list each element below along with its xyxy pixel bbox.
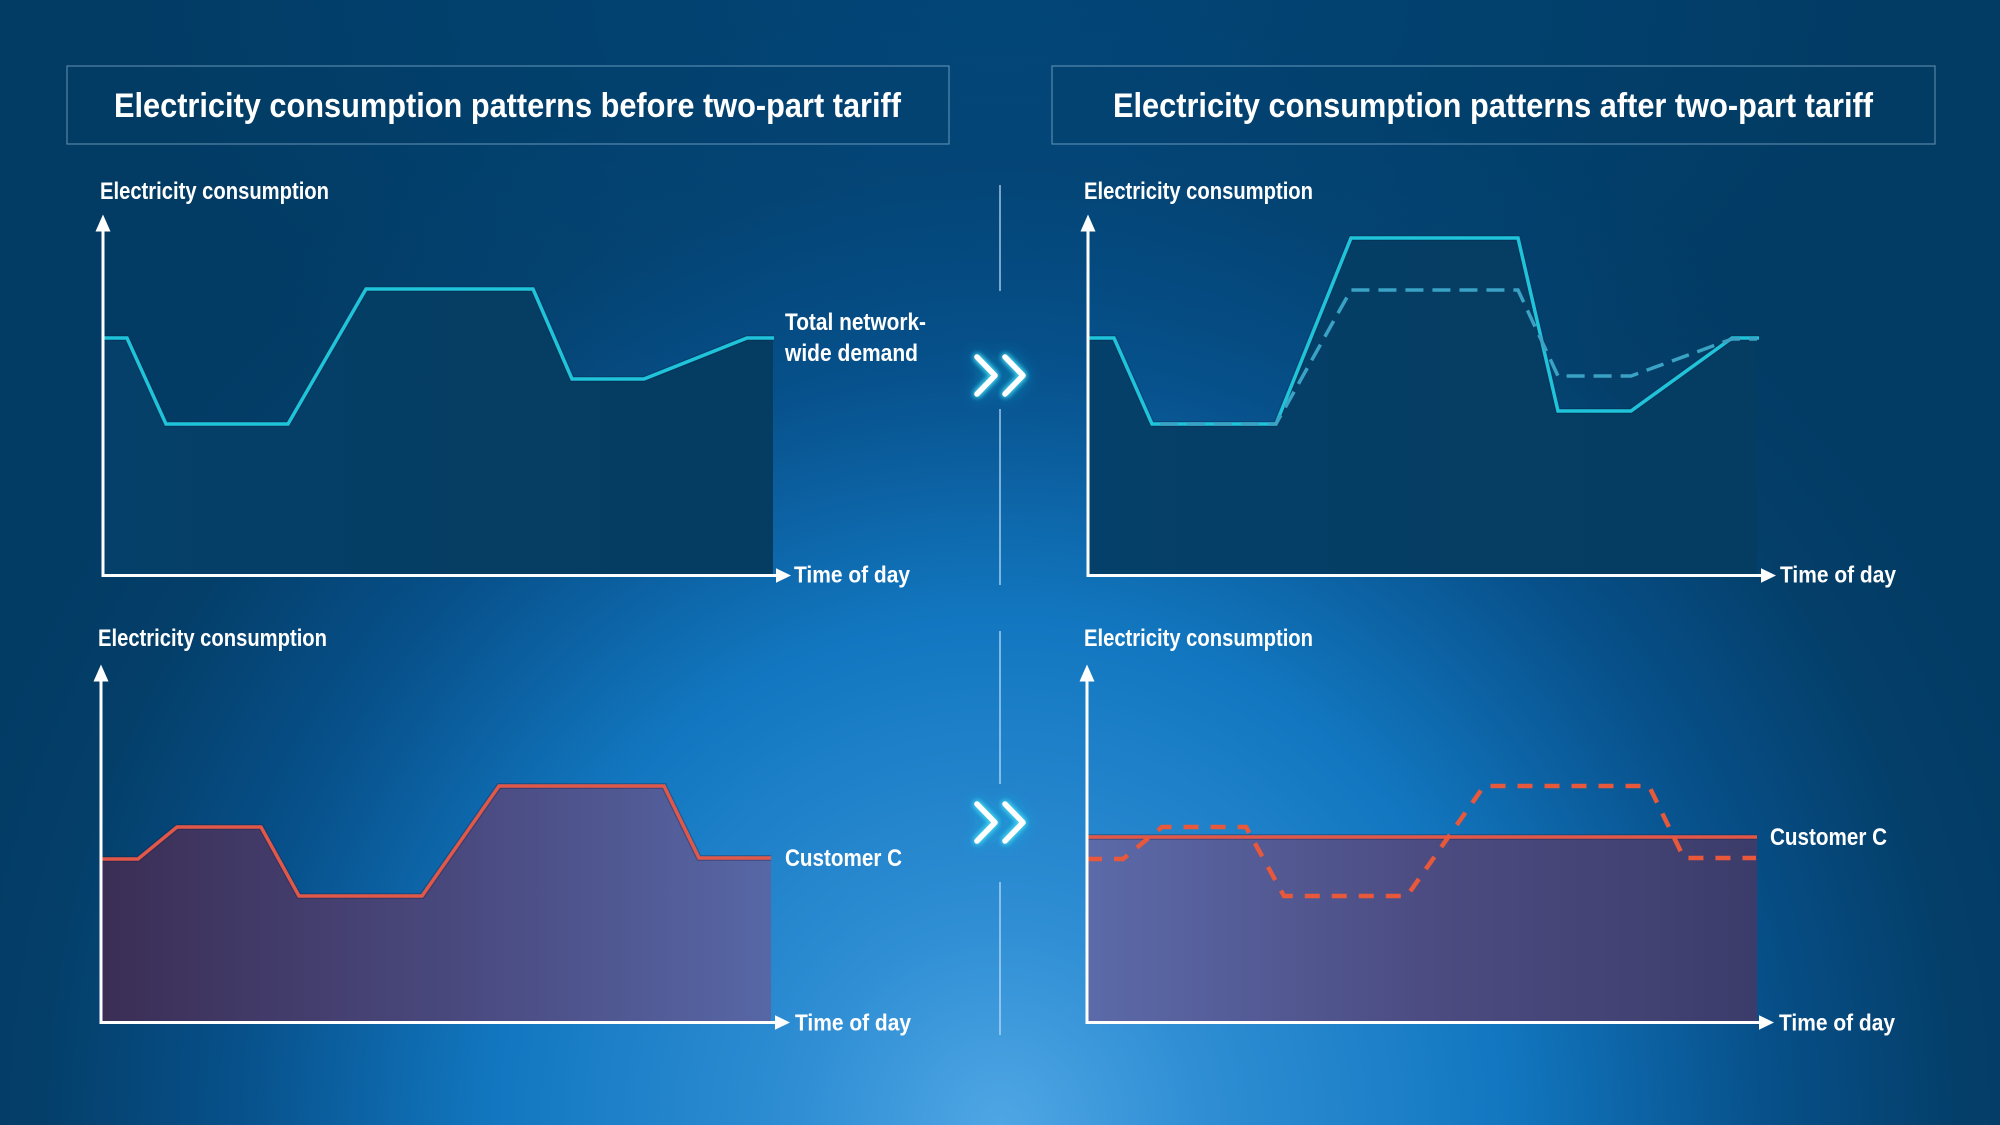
svg-text:Total network-: Total network- — [785, 309, 926, 336]
svg-text:Time of day: Time of day — [794, 562, 910, 588]
svg-text:Electricity consumption: Electricity consumption — [1084, 625, 1313, 652]
svg-text:Electricity consumption patter: Electricity consumption patterns after t… — [1113, 87, 1874, 125]
svg-text:Time of day: Time of day — [1780, 562, 1896, 588]
svg-text:Customer C: Customer C — [1770, 824, 1887, 851]
svg-text:wide demand: wide demand — [784, 340, 918, 367]
svg-text:Electricity consumption: Electricity consumption — [100, 178, 329, 205]
svg-text:Electricity consumption patter: Electricity consumption patterns before … — [114, 87, 902, 125]
svg-text:Electricity consumption: Electricity consumption — [1084, 178, 1313, 205]
svg-text:Customer C: Customer C — [785, 845, 902, 872]
svg-text:Time of day: Time of day — [1779, 1010, 1895, 1036]
svg-text:Time of day: Time of day — [795, 1010, 911, 1036]
svg-text:Electricity consumption: Electricity consumption — [98, 625, 327, 652]
